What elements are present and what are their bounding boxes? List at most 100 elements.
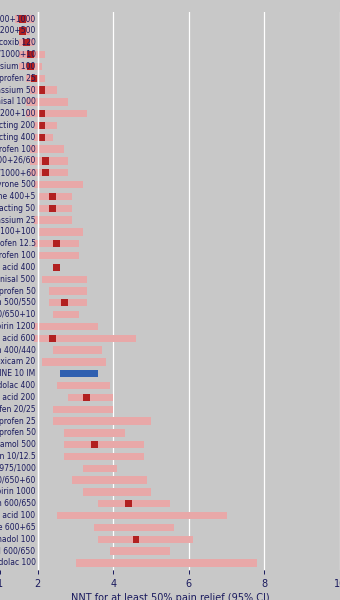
Bar xyxy=(15,16,34,23)
Bar xyxy=(38,134,45,141)
Text: Naproxen 500/550: Naproxen 500/550 xyxy=(0,298,35,307)
Bar xyxy=(53,311,79,319)
Text: Ibuprofen acid 600: Ibuprofen acid 600 xyxy=(0,334,35,343)
Bar xyxy=(133,547,139,555)
Bar xyxy=(38,122,45,129)
Text: Ibuprofen acid 200: Ibuprofen acid 200 xyxy=(0,393,35,402)
Bar xyxy=(72,476,147,484)
Bar xyxy=(83,464,117,472)
Bar xyxy=(19,51,45,58)
Bar xyxy=(19,39,34,46)
Bar xyxy=(27,51,34,58)
Bar xyxy=(23,39,30,46)
Bar xyxy=(49,299,87,307)
Bar xyxy=(19,63,41,70)
Bar xyxy=(34,217,72,224)
Bar xyxy=(57,512,227,519)
Bar xyxy=(61,358,68,365)
Bar xyxy=(30,86,57,94)
Bar xyxy=(125,500,132,508)
Bar xyxy=(53,346,102,354)
Bar xyxy=(30,169,68,176)
Bar xyxy=(125,524,132,531)
Text: Etoricoxib 120: Etoricoxib 120 xyxy=(0,38,35,47)
Bar xyxy=(19,16,26,23)
Bar xyxy=(27,63,34,70)
Bar xyxy=(38,193,72,200)
Bar xyxy=(64,453,143,460)
Text: Flurbiprofen 25: Flurbiprofen 25 xyxy=(0,416,35,425)
Text: Ibuprofen fast acting 200: Ibuprofen fast acting 200 xyxy=(0,121,35,130)
Bar xyxy=(42,157,49,164)
Bar xyxy=(95,524,174,531)
Text: Etodolac 400: Etodolac 400 xyxy=(0,381,35,390)
Bar xyxy=(30,157,68,164)
Bar xyxy=(80,418,86,425)
Text: Dexketoprofen 20/25: Dexketoprofen 20/25 xyxy=(0,405,35,414)
Text: Naproxen 400/440: Naproxen 400/440 xyxy=(0,346,35,355)
Bar xyxy=(50,181,56,188)
Text: Ibuprofen + paracetamol 200+500: Ibuprofen + paracetamol 200+500 xyxy=(0,26,35,35)
Bar xyxy=(41,275,87,283)
Bar xyxy=(38,86,45,94)
Bar xyxy=(57,275,64,283)
Text: Flurbiprofen 50: Flurbiprofen 50 xyxy=(0,286,35,295)
Bar xyxy=(53,228,60,236)
Bar xyxy=(61,299,68,307)
Bar xyxy=(84,429,90,437)
Text: Ibuprofen + caffeine 200+100: Ibuprofen + caffeine 200+100 xyxy=(0,109,35,118)
Bar xyxy=(42,145,49,153)
Text: Aspirin 1200: Aspirin 1200 xyxy=(0,322,35,331)
Text: Dipyrone 500: Dipyrone 500 xyxy=(0,180,35,189)
Bar xyxy=(50,217,56,224)
Text: Flurbiprofen 100: Flurbiprofen 100 xyxy=(0,251,35,260)
Text: Ibuprofen acid 100: Ibuprofen acid 100 xyxy=(0,511,35,520)
Text: Diclofenac potassium 100: Diclofenac potassium 100 xyxy=(0,62,35,71)
Text: Ketoprofen 50: Ketoprofen 50 xyxy=(0,428,35,437)
Bar xyxy=(31,74,37,82)
Bar xyxy=(34,181,83,188)
Bar xyxy=(72,406,79,413)
Bar xyxy=(91,441,98,448)
Bar xyxy=(30,145,64,153)
Bar xyxy=(34,122,57,129)
Bar xyxy=(38,205,72,212)
Bar xyxy=(41,358,106,365)
Bar xyxy=(50,193,56,200)
Text: Ketoprofen 12.5: Ketoprofen 12.5 xyxy=(0,239,35,248)
Bar xyxy=(118,559,124,566)
Bar xyxy=(42,169,49,176)
Bar xyxy=(50,205,56,212)
Bar xyxy=(109,547,170,555)
Bar xyxy=(38,98,45,106)
Bar xyxy=(19,27,30,35)
Bar xyxy=(61,311,68,319)
Bar xyxy=(98,536,193,543)
Bar xyxy=(95,464,102,472)
Bar xyxy=(61,370,98,377)
Bar xyxy=(84,394,90,401)
Bar xyxy=(53,263,61,271)
Text: Ibuprofen + oxycodone 400+5: Ibuprofen + oxycodone 400+5 xyxy=(0,192,35,201)
Bar xyxy=(27,110,87,118)
Bar xyxy=(38,228,83,236)
Text: Ibuprofen fast acting 400: Ibuprofen fast acting 400 xyxy=(0,133,35,142)
Text: Dexketoprofen 10/12.5: Dexketoprofen 10/12.5 xyxy=(0,452,35,461)
Text: Piroxicam 20: Piroxicam 20 xyxy=(0,358,35,367)
Text: Paracetamol 500: Paracetamol 500 xyxy=(0,440,35,449)
Bar xyxy=(68,370,75,377)
Bar xyxy=(68,346,75,354)
Bar xyxy=(87,453,94,460)
Bar xyxy=(34,323,98,330)
Text: Paracetamol + codeine 800/1000+60: Paracetamol + codeine 800/1000+60 xyxy=(0,168,35,177)
Bar xyxy=(133,536,139,543)
Bar xyxy=(34,240,79,247)
Bar xyxy=(53,418,151,425)
Bar xyxy=(68,394,113,401)
Text: Ibuprofen + codeine 400+26/60: Ibuprofen + codeine 400+26/60 xyxy=(0,157,35,166)
Bar xyxy=(83,488,151,496)
Text: Aspirin 600/650: Aspirin 600/650 xyxy=(0,499,35,508)
Bar xyxy=(34,335,136,342)
Text: Paracetamol 600/650: Paracetamol 600/650 xyxy=(0,547,35,556)
Text: Tramadol 100: Tramadol 100 xyxy=(0,535,35,544)
